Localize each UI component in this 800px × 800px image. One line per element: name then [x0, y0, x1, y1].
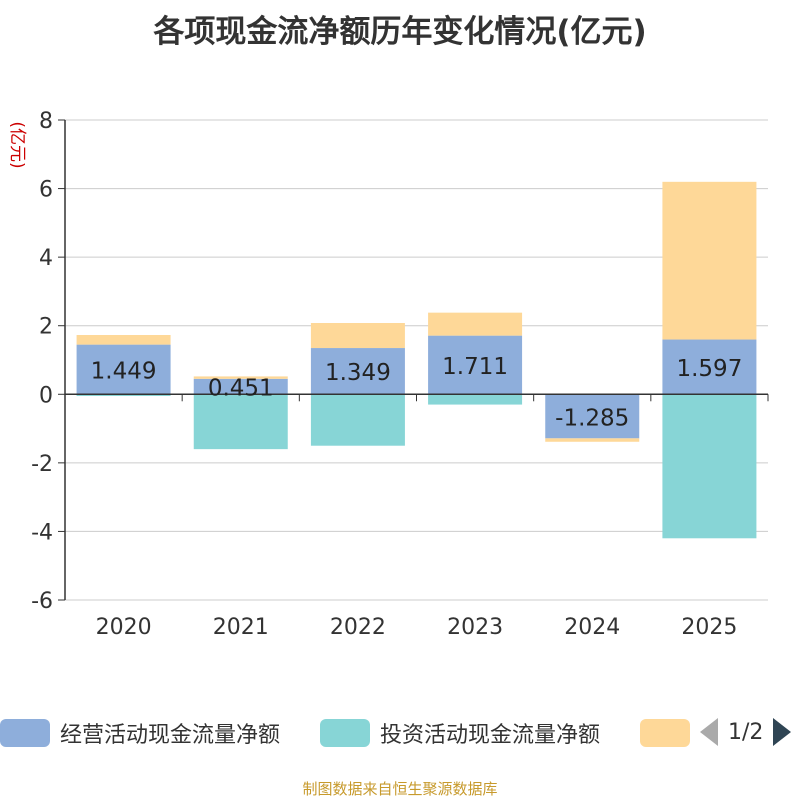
y-tick-label: 2: [39, 315, 53, 340]
legend: 经营活动现金流量净额 投资活动现金流量净额 1/2: [0, 715, 800, 755]
x-tick-label: 2023: [447, 615, 503, 640]
bar-2023-series-0: [428, 335, 523, 395]
y-tick-label: 0: [39, 383, 53, 408]
legend-swatch-financing: [640, 719, 690, 747]
pager-prev-icon[interactable]: [700, 718, 718, 746]
legend-item-investing[interactable]: 投资活动现金流量净额: [320, 715, 600, 751]
legend-item-financing[interactable]: [640, 715, 700, 751]
bar-chart: -6 -4 -2 0 2 4 6 8 (亿元) 2020 2021 2022 2023 2024 2025 1…: [7, 109, 769, 640]
legend-swatch-investing: [320, 719, 370, 747]
bar-2025-series-2: [662, 181, 757, 340]
bar-2020-series-1: [76, 394, 171, 396]
bar-2025-series-1: [662, 394, 757, 539]
bar-2023-series-2: [428, 312, 523, 336]
bar-2024-series-0: [545, 394, 640, 439]
pager-text: 1/2: [728, 719, 764, 745]
y-axis-title: (亿元): [7, 121, 27, 168]
x-tick-label: 2021: [213, 615, 269, 640]
bar-2020-series-0: [76, 344, 171, 395]
chart-title: 各项现金流净额历年变化情况(亿元): [153, 14, 647, 50]
bar-2022-series-0: [310, 348, 405, 395]
data-label: 1.597: [676, 356, 742, 382]
y-tick-label: 4: [39, 246, 53, 271]
bar-2023-series-1: [428, 394, 523, 405]
legend-label-investing: 投资活动现金流量净额: [380, 723, 601, 748]
bar-2022-series-1: [310, 394, 405, 446]
x-tick-label: 2022: [330, 615, 386, 640]
bar-2021-series-2: [193, 376, 288, 379]
data-label: 1.449: [91, 358, 157, 384]
y-tick-label: -2: [31, 452, 53, 477]
data-label: 1.711: [442, 354, 508, 380]
data-label: 0.451: [208, 376, 274, 402]
bar-2020-series-2: [76, 335, 171, 345]
y-tick-label: 8: [39, 109, 53, 134]
x-tick-label: 2024: [564, 615, 620, 640]
bar-2024-series-2: [545, 438, 640, 442]
y-tick-label: 6: [39, 178, 53, 203]
bar-2021-series-0: [193, 378, 288, 395]
bar-2022-series-2: [310, 323, 405, 349]
bar-2025-series-0: [662, 339, 757, 395]
legend-label-operating: 经营活动现金流量净额: [60, 723, 281, 748]
y-tick-label: -4: [31, 520, 53, 545]
pager-next-icon[interactable]: [773, 718, 792, 746]
legend-swatch-operating: [0, 719, 50, 747]
bar-2021-series-1: [193, 394, 288, 450]
legend-pager: 1/2: [700, 718, 792, 746]
y-tick-label: -6: [31, 589, 53, 614]
source-note: 制图数据来自恒生聚源数据库: [302, 780, 498, 798]
data-label: 1.349: [325, 360, 391, 386]
legend-item-operating[interactable]: 经营活动现金流量净额: [0, 715, 280, 751]
x-tick-label: 2025: [681, 615, 737, 640]
data-label: -1.285: [555, 405, 629, 431]
x-tick-label: 2020: [96, 615, 152, 640]
